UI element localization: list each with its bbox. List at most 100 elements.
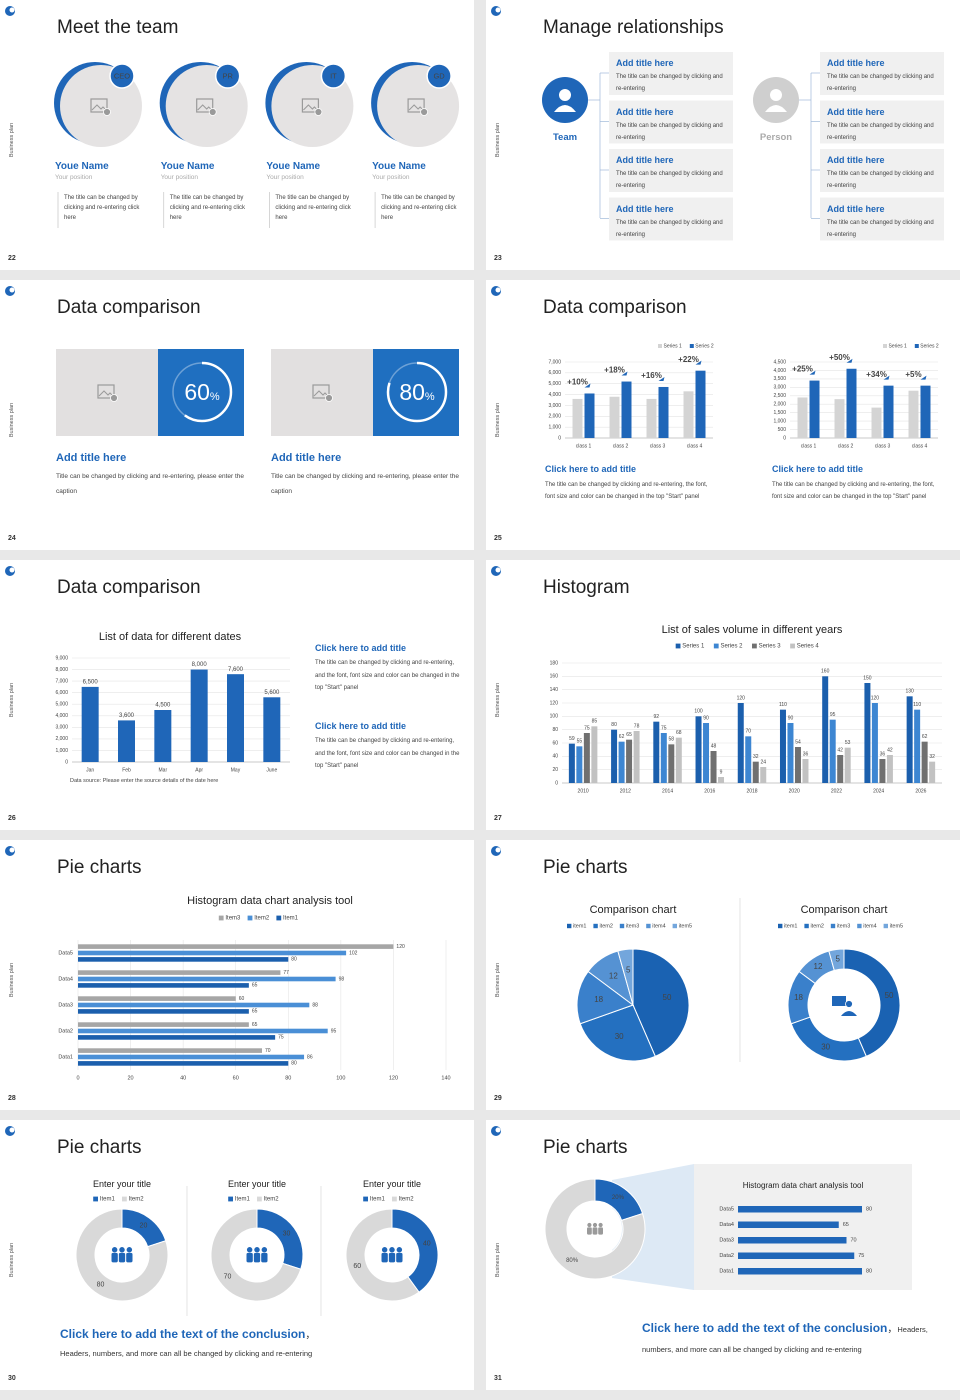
conclusion-separator: ， xyxy=(887,1324,898,1335)
y-tick-label: 6,000 xyxy=(548,370,561,376)
member-position: Your position xyxy=(372,174,410,181)
x-tick-label: 2016 xyxy=(704,788,715,794)
legend-swatch xyxy=(567,923,572,929)
legend-swatch xyxy=(713,643,719,649)
item-title: Add title here xyxy=(827,106,885,117)
bar xyxy=(78,976,336,982)
x-tick-label: 140 xyxy=(441,1075,450,1081)
member-position: Your position xyxy=(266,174,304,181)
item-text: The title can be changed by clicking and… xyxy=(616,171,723,189)
conclusion: Click here to add the text of the conclu… xyxy=(60,1325,440,1363)
x-tick-label: 120 xyxy=(389,1075,398,1081)
people-icon xyxy=(381,1252,388,1263)
x-tick-label: class 1 xyxy=(576,443,592,449)
slice-label: 40 xyxy=(423,1241,431,1248)
bar xyxy=(78,996,236,1001)
y-tick-label: 2,000 xyxy=(548,414,561,420)
legend-swatch xyxy=(593,923,598,929)
people-icon xyxy=(126,1247,133,1253)
note-text: The title can be changed by clicking and… xyxy=(315,738,460,769)
bar xyxy=(78,1048,262,1053)
chart-title: List of sales volume in different years xyxy=(661,624,843,636)
legend-label: item5 xyxy=(679,923,692,929)
item-title: Add title here xyxy=(616,155,674,165)
slice-label: 5 xyxy=(626,966,631,975)
bar xyxy=(683,391,694,438)
annotation-arrow xyxy=(883,375,890,380)
badge xyxy=(320,63,347,89)
legend-label: Series 1 xyxy=(664,343,683,349)
value-label: 4,500 xyxy=(155,703,171,709)
annotation: +34% xyxy=(866,370,887,379)
bar xyxy=(738,1221,839,1228)
value-label: 54 xyxy=(795,739,801,745)
pie-slice xyxy=(576,970,635,1025)
item-title: Add title here xyxy=(616,58,674,68)
page-number: 23 xyxy=(494,255,502,262)
bar xyxy=(633,731,640,783)
x-tick-label: class 4 xyxy=(912,443,928,449)
people-icon xyxy=(126,1252,133,1263)
legend-swatch xyxy=(883,923,888,929)
card-title: Add title here xyxy=(271,452,342,464)
image-icon xyxy=(301,98,319,113)
slide-canvas: Series 1 Series 2 0 1,000 2,000 3,000 4,000 5,0… xyxy=(491,286,939,449)
member-name: Youe Name xyxy=(55,161,109,172)
x-tick-label: 2022 xyxy=(831,788,842,794)
caption-text: The title can be changed by clicking and… xyxy=(545,482,708,500)
bar xyxy=(871,407,882,438)
page-number: 29 xyxy=(494,1095,502,1102)
bar xyxy=(78,1054,305,1060)
people-icon xyxy=(587,1222,592,1228)
legend-label: item4 xyxy=(652,923,665,929)
badge xyxy=(426,63,452,89)
people-icon xyxy=(261,1252,268,1263)
side-label: Business plan xyxy=(9,682,15,718)
bar xyxy=(703,723,710,783)
image-icon xyxy=(98,390,114,397)
item-box xyxy=(609,149,733,192)
slide-title: Meet the team xyxy=(57,17,179,38)
bar xyxy=(576,746,583,783)
slide-canvas: CEO PR IT GD xyxy=(5,6,460,228)
slice-label: 30 xyxy=(283,1230,291,1237)
legend-label: Item1 xyxy=(370,1197,386,1203)
bar xyxy=(738,1268,862,1275)
slide-canvas: Item1 Item2 20 80 Item1 Item2 30 70 Item1 Item2 40… xyxy=(5,1126,439,1316)
node-icon xyxy=(559,89,571,101)
caption-title: Click here to add title xyxy=(545,464,637,474)
bar xyxy=(846,368,857,438)
legend-label: Series 1 xyxy=(889,343,908,349)
y-tick-label: 4,000 xyxy=(548,392,561,398)
legend-label: Item1 xyxy=(235,1197,251,1203)
value-label: 68 xyxy=(676,730,682,736)
value-label: 77 xyxy=(283,970,289,976)
bar xyxy=(591,726,598,783)
image-icon xyxy=(408,104,424,111)
value-label: 110 xyxy=(779,702,787,708)
value-label: 70 xyxy=(745,729,751,735)
logo xyxy=(495,287,501,293)
x-tick-label: 2020 xyxy=(789,788,800,794)
pie-slice xyxy=(391,1208,439,1293)
people-icon xyxy=(388,1252,396,1263)
note-title: Click here to add title xyxy=(315,643,407,653)
y-tick-label: 7,000 xyxy=(548,359,561,365)
bar xyxy=(675,737,682,783)
slide-canvas: item1 item2 item3 item4 item5 50 30 18 12 5 item1 i… xyxy=(491,846,903,1062)
y-tick-label: Data1 xyxy=(58,1054,73,1060)
value-label: 32 xyxy=(929,754,935,760)
value-label: 150 xyxy=(863,675,872,681)
legend-swatch xyxy=(914,344,919,348)
image-placeholder xyxy=(271,349,373,436)
legend-label: item1 xyxy=(784,923,797,929)
y-tick-label: 5,000 xyxy=(55,702,68,708)
legend-swatch xyxy=(257,1196,262,1202)
value-label: 120 xyxy=(871,695,880,701)
member-text: The title can be changed by clicking and… xyxy=(275,195,351,221)
item-text: The title can be changed by clicking and… xyxy=(827,74,934,92)
y-tick-label: Data4 xyxy=(719,1222,734,1228)
x-tick-label: class 1 xyxy=(801,443,817,449)
value-label: 53 xyxy=(845,740,851,746)
